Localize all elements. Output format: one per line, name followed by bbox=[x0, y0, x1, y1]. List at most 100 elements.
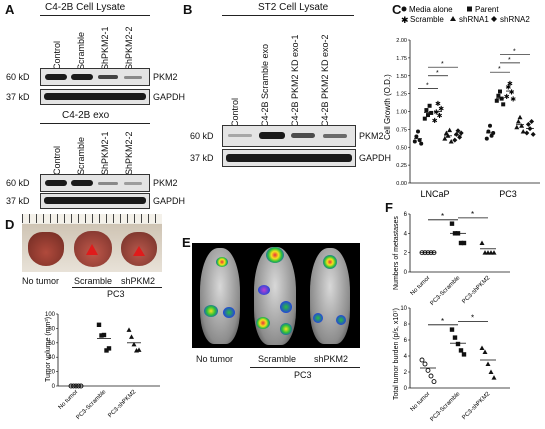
panel-b-label: B bbox=[183, 2, 193, 17]
y-tick-label: 0 bbox=[404, 386, 408, 392]
ruler bbox=[22, 214, 162, 223]
data-point bbox=[491, 250, 497, 255]
band bbox=[44, 197, 146, 204]
data-point-shrna2 bbox=[525, 121, 531, 127]
bioluminescence-signal bbox=[313, 313, 323, 323]
data-point-shrna1 bbox=[520, 129, 526, 134]
band bbox=[226, 154, 352, 162]
group-label-lncap: LNCaP bbox=[420, 189, 449, 199]
photo-label-no-tumor: No tumor bbox=[22, 276, 60, 286]
legend-marker-media bbox=[401, 6, 407, 12]
band bbox=[45, 74, 67, 80]
data-point-media-alone bbox=[414, 134, 419, 139]
kd37-label: 37 kD bbox=[6, 196, 30, 206]
data-point-shrna1 bbox=[514, 124, 520, 130]
y-tick-label: 0 bbox=[404, 270, 408, 276]
data-point-scramble: ✱ bbox=[505, 83, 511, 91]
data-point bbox=[136, 347, 142, 352]
tumor-arrow-icon bbox=[86, 244, 98, 255]
mouse-label-shpkm2: shPKM2 bbox=[314, 354, 349, 364]
data-point-shrna2 bbox=[458, 130, 464, 136]
data-point-shrna1 bbox=[519, 123, 525, 128]
data-point-scramble: ✱ bbox=[504, 93, 510, 101]
data-point-parent bbox=[427, 103, 432, 108]
y-tick-label: 2 bbox=[404, 251, 408, 257]
y-axis-title: Cell Growth (O.D.) bbox=[383, 74, 392, 140]
panel-c-chart: Media alone Parent ✱ Scramble shRNA1 shR… bbox=[383, 5, 540, 199]
significance-star: * bbox=[471, 314, 474, 323]
panel-a-title-underline bbox=[40, 15, 150, 16]
data-point-parent bbox=[424, 108, 429, 113]
y-tick-label: 2.00 bbox=[396, 38, 407, 44]
y-tick-label: 4 bbox=[404, 231, 408, 237]
photo-group-pc3: PC3 bbox=[107, 289, 125, 299]
bioluminescence-signal bbox=[223, 307, 235, 318]
bioluminescence-signal bbox=[256, 317, 270, 329]
data-point bbox=[106, 346, 112, 351]
lane-label-shpkm2-1: ShPKM2-1 bbox=[100, 131, 110, 175]
mouse-image-panel bbox=[192, 243, 360, 348]
lane-label-scramble: Scramble bbox=[76, 136, 86, 175]
blot-gapdh-st2 bbox=[222, 149, 356, 167]
data-point bbox=[479, 240, 485, 245]
legend-marker-scramble: ✱ bbox=[401, 15, 409, 25]
data-point-shrna1 bbox=[515, 119, 521, 124]
gapdh-label: GAPDH bbox=[153, 92, 186, 102]
lane-label-kd-exo-2: C4-2B PKM2 KD exo-2 bbox=[320, 34, 330, 127]
blot-gapdh-lysate bbox=[40, 89, 150, 105]
bioluminescence-signal bbox=[280, 323, 292, 335]
bioluminescence-signal bbox=[280, 301, 292, 313]
data-point bbox=[419, 357, 425, 363]
significance-star: * bbox=[508, 57, 511, 64]
band bbox=[124, 76, 142, 79]
kd37-label: 37 kD bbox=[190, 153, 214, 163]
tumor-arrow-icon bbox=[133, 246, 145, 256]
panel-f-chart: Numbers of metastases Total tumor burden… bbox=[393, 210, 510, 423]
bioluminescence-signal bbox=[323, 255, 337, 269]
x-tick-label: PC3-Scramble bbox=[430, 275, 462, 307]
legend-marker-shrna1 bbox=[450, 16, 456, 21]
significance-star: * bbox=[498, 66, 501, 73]
pkm2-label: PKM2 bbox=[153, 72, 178, 82]
y-axis-title: Tumor volume (mm³) bbox=[45, 317, 52, 382]
y-tick-label: 4 bbox=[404, 354, 408, 360]
data-point-shrna1 bbox=[447, 127, 453, 133]
data-point bbox=[428, 373, 434, 379]
legend-marker-shrna2 bbox=[491, 16, 497, 22]
y-axis: 0.00 0.25 0.50 0.75 1.00 1.25 1.50 1.75 2.00 bbox=[396, 38, 540, 187]
lane-label-kd-exo-1: C4-2B PKM2 KD exo-1 bbox=[290, 34, 300, 127]
data-point-media-alone bbox=[416, 129, 420, 134]
y-axis-title-metastases: Numbers of metastases bbox=[393, 216, 400, 290]
y-tick-label: 1.50 bbox=[396, 74, 407, 80]
data-point bbox=[96, 322, 102, 327]
tumor-photo bbox=[22, 214, 162, 272]
band bbox=[98, 75, 118, 79]
panel-b-title: ST2 Cell Lysate bbox=[258, 2, 329, 13]
y-tick-label: 0.50 bbox=[396, 145, 407, 151]
data-point-parent bbox=[426, 113, 430, 118]
y-tick-label: 0.75 bbox=[396, 127, 407, 133]
data-point bbox=[488, 369, 494, 374]
data-point-media-alone bbox=[417, 138, 422, 143]
data-point-parent bbox=[422, 116, 427, 121]
data-point-scramble: ✱ bbox=[433, 109, 439, 117]
pkm2-label: PKM2 bbox=[153, 178, 178, 188]
data-point-shrna2 bbox=[530, 131, 536, 137]
band bbox=[45, 180, 67, 186]
band bbox=[259, 132, 285, 139]
x-tick-label: PC3-shPKM2 bbox=[461, 275, 491, 305]
band bbox=[323, 134, 347, 138]
gapdh-label: GAPDH bbox=[153, 196, 186, 206]
bioluminescence-signal bbox=[266, 247, 284, 263]
data-point-media-alone bbox=[412, 139, 417, 144]
data-point-parent bbox=[494, 98, 499, 103]
bioluminescence-signal bbox=[216, 257, 228, 267]
legend-marker-parent bbox=[467, 6, 472, 12]
lane-label-scramble: Scramble bbox=[76, 31, 86, 70]
legend-media: Media alone bbox=[409, 5, 453, 14]
significance-star: * bbox=[441, 317, 444, 326]
x-tick-label: No tumor bbox=[410, 275, 432, 297]
y-tick-label: 40 bbox=[48, 355, 55, 361]
x-tick-label: No tumor bbox=[58, 389, 80, 411]
